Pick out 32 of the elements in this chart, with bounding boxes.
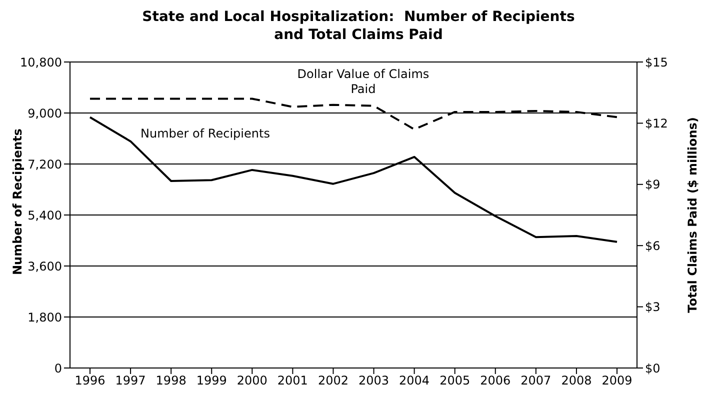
x-tick-label: 1998 [156,374,186,388]
x-tick-label: 2007 [520,374,552,388]
y2-tick-label: $12 [645,116,668,130]
x-tick-label: 2008 [561,374,592,388]
x-tick-label: 2003 [358,374,390,388]
y-tick-label: 7,200 [28,157,62,172]
x-tick-label: 2005 [440,374,470,388]
y2-tick-label: $3 [645,300,660,314]
y-tick-label: 0 [54,361,62,376]
y-tick-label: 10,800 [20,55,62,70]
x-tick-label: 1999 [196,374,227,388]
series-label: Number of Recipients [140,126,270,140]
x-tick-label: 2006 [480,374,511,388]
y-tick-label: 5,400 [28,208,62,222]
x-tick-label: 2009 [602,374,632,388]
y-axis-title: Number of Recipients [10,128,24,275]
x-tick-label: 1997 [115,374,146,388]
series-label: Dollar Value of Claims Paid [297,66,430,96]
y2-tick-label: $15 [645,55,668,70]
y2-tick-label: $6 [645,238,660,253]
x-tick-label: 2002 [318,374,349,388]
y2-tick-label: $0 [645,361,660,376]
chart-title: State and Local Hospitalization: Number of Recipients and Total Claims Paid [141,8,576,44]
y-tick-label: 1,800 [28,310,62,324]
y-tick-label: 9,000 [28,106,62,120]
x-tick-label: 2004 [399,374,430,388]
y-tick-label: 3,600 [28,259,62,274]
y2-axis-title: Total Claims Paid ($ millions) [685,117,700,313]
x-tick-label: 1996 [74,374,106,388]
y2-tick-label: $9 [645,178,660,192]
x-tick-label: 2001 [277,374,308,388]
x-tick-label: 2000 [236,374,268,388]
